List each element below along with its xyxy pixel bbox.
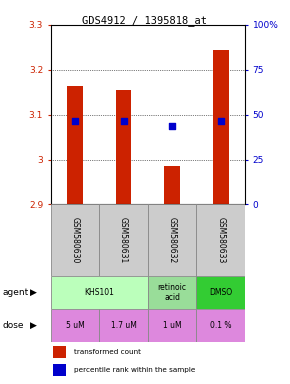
Bar <box>116 90 131 205</box>
Text: agent: agent <box>3 288 29 297</box>
Text: percentile rank within the sample: percentile rank within the sample <box>74 367 195 373</box>
Text: GDS4912 / 1395818_at: GDS4912 / 1395818_at <box>82 15 208 26</box>
Point <box>170 123 175 129</box>
Text: 1.7 uM: 1.7 uM <box>111 321 137 330</box>
Text: GSM580633: GSM580633 <box>216 217 225 263</box>
Bar <box>99 309 148 342</box>
Bar <box>148 276 196 309</box>
Bar <box>148 309 196 342</box>
Bar <box>53 364 66 376</box>
Bar <box>51 309 99 342</box>
Text: ▶: ▶ <box>30 288 37 297</box>
Point <box>121 118 126 124</box>
Bar <box>51 204 99 276</box>
Bar <box>67 86 83 205</box>
Text: GSM580630: GSM580630 <box>70 217 79 263</box>
Bar <box>164 166 180 205</box>
Point <box>218 118 223 124</box>
Bar <box>99 204 148 276</box>
Text: 1 uM: 1 uM <box>163 321 182 330</box>
Bar <box>51 276 148 309</box>
Bar <box>53 346 66 358</box>
Bar <box>213 50 229 205</box>
Text: DMSO: DMSO <box>209 288 232 297</box>
Text: retinoic
acid: retinoic acid <box>158 283 187 302</box>
Text: ▶: ▶ <box>30 321 37 330</box>
Text: transformed count: transformed count <box>74 349 141 355</box>
Point <box>73 118 77 124</box>
Bar <box>197 309 245 342</box>
Text: GSM580631: GSM580631 <box>119 217 128 263</box>
Bar <box>197 276 245 309</box>
Text: KHS101: KHS101 <box>84 288 114 297</box>
Text: 0.1 %: 0.1 % <box>210 321 231 330</box>
Bar <box>148 204 196 276</box>
Bar <box>197 204 245 276</box>
Text: 5 uM: 5 uM <box>66 321 84 330</box>
Text: dose: dose <box>3 321 24 330</box>
Text: GSM580632: GSM580632 <box>168 217 177 263</box>
